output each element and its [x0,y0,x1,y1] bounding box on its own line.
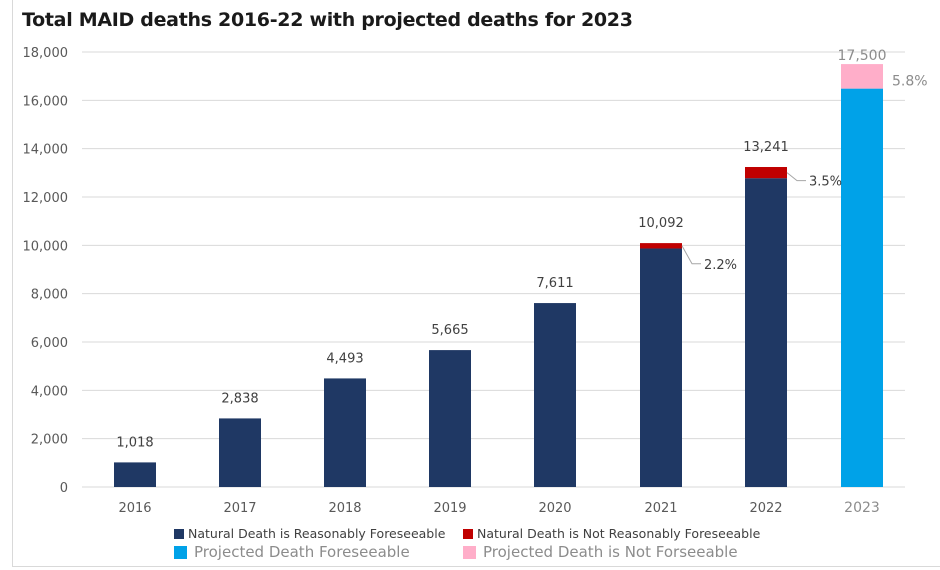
x-tick-label: 2018 [328,501,361,516]
percent-label: 2.2% [704,258,737,273]
y-tick-label: 6,000 [31,336,68,351]
y-tick-label: 2,000 [31,433,68,448]
bar-segment-natural-death-is-not-reasonably-foreseeable [745,167,787,179]
percent-label: 3.5% [809,175,842,190]
y-tick-label: 12,000 [23,191,69,206]
x-tick-label: 2017 [223,501,256,516]
bar-segment-natural-death-is-reasonably-foreseeable [114,462,156,487]
total-label: 13,241 [743,140,789,155]
total-label: 17,500 [838,48,887,64]
legend-swatch [174,545,187,559]
total-label: 5,665 [431,323,468,338]
percent-label: 5.8% [892,73,928,89]
chart-frame [12,0,940,567]
x-tick-label: 2022 [749,501,782,516]
bar-segment-natural-death-is-reasonably-foreseeable [640,248,682,487]
leader-line [681,245,701,265]
x-tick-label: 2016 [118,501,151,516]
bar-segment-projected-death-foreseeable [841,88,883,488]
chart-title: Total MAID deaths 2016-22 with projected… [22,9,633,31]
legend-item-reasonably-foreseeable: Natural Death is Reasonably Foreseeable [174,526,445,541]
x-tick-label: 2023 [844,500,880,516]
legend-item-projected-not-foreseeable: Projected Death is Not Forseeable [463,543,738,561]
bar-segment-natural-death-is-reasonably-foreseeable [745,178,787,487]
y-tick-label: 14,000 [23,143,69,158]
y-tick-label: 0 [60,481,68,496]
bar-segment-natural-death-is-reasonably-foreseeable [534,303,576,487]
bar-segment-natural-death-is-reasonably-foreseeable [324,378,366,487]
x-axis-tick-labels: 2016 2017 2018 2019 2020 2021 2022 2023 [118,500,879,516]
data-labels: 1,018 2,838 4,493 5,665 7,611 10,092 13,241 17,… [116,48,927,450]
y-tick-label: 16,000 [23,94,69,109]
total-label: 7,611 [536,276,573,291]
legend-swatch [174,528,184,539]
legend-swatch [463,528,473,539]
leader-line [786,172,806,182]
bar-segment-natural-death-is-reasonably-foreseeable [219,418,261,487]
legend-label: Projected Death Foreseeable [194,543,410,561]
legend-label: Projected Death is Not Forseeable [483,543,738,561]
total-label: 4,493 [326,351,363,366]
legend-label: Natural Death is Reasonably Foreseeable [188,526,446,541]
total-label: 1,018 [116,435,153,450]
x-tick-label: 2020 [538,501,571,516]
bar-segment-projected-death-is-not-forseeable [841,64,883,89]
y-axis-tick-labels: 0 2,000 4,000 6,000 8,000 10,000 12,000 14,000 1… [23,46,69,496]
legend-label: Natural Death is Not Reasonably Foreseea… [477,526,761,541]
bars [114,64,883,488]
legend-item-not-reasonably-foreseeable: Natural Death is Not Reasonably Foreseea… [463,526,760,541]
y-tick-label: 10,000 [23,239,69,254]
y-tick-label: 18,000 [23,46,69,61]
x-tick-label: 2021 [644,501,677,516]
y-tick-label: 8,000 [31,288,68,303]
legend-item-projected-foreseeable: Projected Death Foreseeable [174,543,410,561]
bar-segment-natural-death-is-not-reasonably-foreseeable [640,243,682,249]
total-label: 10,092 [638,216,684,231]
y-tick-label: 4,000 [31,384,68,399]
total-label: 2,838 [221,391,258,406]
bar-segment-natural-death-is-reasonably-foreseeable [429,350,471,487]
legend-swatch [463,545,476,559]
x-tick-label: 2019 [433,501,466,516]
